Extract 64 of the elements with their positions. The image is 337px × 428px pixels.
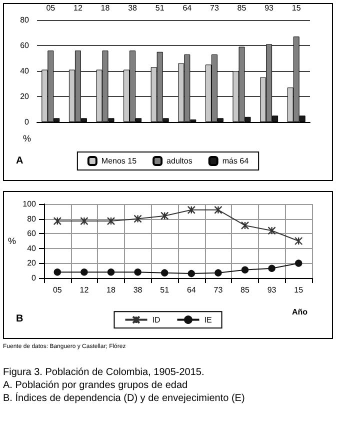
point xyxy=(54,268,61,276)
y-tick-label: 100 xyxy=(22,200,37,208)
x-tick-label: 05 xyxy=(46,4,56,12)
y-axis-title: % xyxy=(8,236,16,246)
y-axis-title: % xyxy=(22,134,31,144)
text: B. Índices de dependencia (D) y de envejecimiento (E) xyxy=(3,393,246,405)
point xyxy=(187,206,196,214)
x-tick-label: 18 xyxy=(106,286,116,294)
y-tick-label: 60 xyxy=(27,229,37,238)
x-tick-label: 93 xyxy=(264,4,274,12)
point xyxy=(268,264,276,272)
x-tick-label: 85 xyxy=(240,286,250,294)
point xyxy=(214,269,222,276)
x-tick-label: 93 xyxy=(267,286,277,294)
y-tick-label: 20 xyxy=(27,258,37,268)
x-tick-label: 64 xyxy=(182,4,192,12)
point xyxy=(80,216,88,226)
y-tick-label: 0 xyxy=(32,274,37,282)
y-tick-label: 40 xyxy=(27,244,37,253)
legend-label: adultos xyxy=(166,156,192,166)
y-tick-label: 80 xyxy=(20,16,30,24)
x-tick-label: 05 xyxy=(52,286,62,294)
x-tick-label: 12 xyxy=(80,286,90,294)
x-tick-label: 85 xyxy=(237,4,247,12)
x-tick-label: 51 xyxy=(155,4,165,12)
x-tick-label: 12 xyxy=(73,4,83,12)
text: B xyxy=(16,314,24,324)
x-tick-label: 38 xyxy=(133,286,143,294)
y-tick-label: 0 xyxy=(24,118,30,126)
point xyxy=(160,212,169,220)
y-tick-label: 20 xyxy=(20,92,30,101)
point xyxy=(134,214,142,223)
point xyxy=(241,266,249,274)
x-tick-label: 15 xyxy=(294,286,304,294)
text: A xyxy=(16,156,24,166)
point xyxy=(268,226,276,235)
legend-label: más 64 xyxy=(222,156,250,166)
point xyxy=(106,216,116,226)
x-axis-title: Año xyxy=(292,308,308,316)
x-tick-label: 73 xyxy=(214,286,224,294)
point xyxy=(214,206,222,214)
x-tick-label: 51 xyxy=(160,286,170,294)
point xyxy=(53,216,62,226)
x-tick-label: 73 xyxy=(210,4,220,12)
text: A. Población por grandes grupos de edad xyxy=(3,380,189,392)
y-tick-label: 60 xyxy=(20,41,30,50)
point xyxy=(188,270,195,278)
legend-label: ID xyxy=(152,315,160,324)
point xyxy=(295,260,302,267)
legend-label: IE xyxy=(204,315,212,324)
y-tick-label: 40 xyxy=(20,66,30,76)
point xyxy=(134,268,142,276)
text: Figura 3. Población de Colombia, 1905-2015. xyxy=(3,367,206,379)
x-tick-label: 64 xyxy=(186,286,196,294)
y-tick-label: 80 xyxy=(27,214,37,224)
x-tick-label: 38 xyxy=(128,4,138,12)
point xyxy=(161,269,168,276)
point xyxy=(80,268,88,276)
x-tick-label: 18 xyxy=(100,4,110,12)
x-tick-label: 15 xyxy=(292,4,302,12)
point xyxy=(107,268,115,276)
legend-label: Menos 15 xyxy=(101,156,138,166)
point xyxy=(240,221,250,230)
point xyxy=(294,236,303,246)
